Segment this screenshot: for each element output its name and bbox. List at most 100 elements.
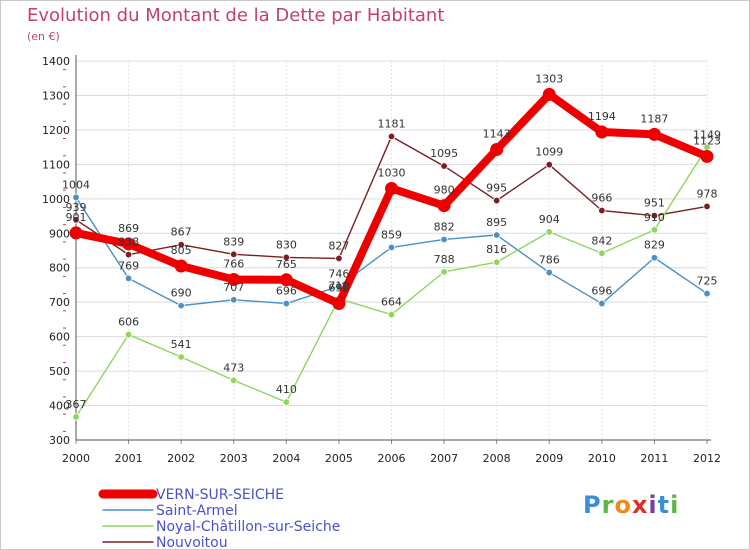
data-label-noyal-ch-tillon-sur-seiche: 910 [644,211,665,224]
data-point-noyal-ch-tillon-sur-seiche [598,249,606,257]
data-point-saint-armel [703,289,711,298]
logo-letter: o [614,491,632,519]
legend-label-saint-armel: Saint-Armel [156,503,238,519]
x-tick-label: 2008 [483,452,511,465]
data-label-nouvoitou: 839 [223,235,244,248]
data-label-vern-sur-seiche: 1187 [640,112,668,125]
data-label-nouvoitou: 978 [697,187,718,200]
data-label-saint-armel: 725 [697,275,718,288]
data-label-vern-sur-seiche: 1123 [693,134,721,147]
data-point-vern-sur-seiche [69,226,83,240]
data-point-vern-sur-seiche [490,143,504,157]
data-label-saint-armel: 786 [539,254,560,267]
logo-letter: P [583,491,602,519]
data-point-vern-sur-seiche [279,273,293,287]
data-label-saint-armel: 746 [328,267,349,280]
data-label-noyal-ch-tillon-sur-seiche: 664 [381,296,402,309]
data-point-nouvoitou [335,254,343,263]
data-point-vern-sur-seiche [542,87,556,101]
x-tick-label: 2002 [167,452,195,465]
data-label-nouvoitou: 951 [644,197,665,210]
data-label-saint-armel: 696 [591,285,612,298]
data-label-saint-armel: 690 [171,287,192,300]
data-label-nouvoitou: 1181 [378,117,406,130]
x-tick-label: 2000 [62,452,90,465]
x-tick-label: 2005 [325,452,353,465]
data-point-vern-sur-seiche [437,199,451,213]
data-point-nouvoitou [177,240,185,249]
data-point-saint-armel [282,299,291,308]
data-label-nouvoitou: 1099 [535,146,563,159]
x-tick-label: 2004 [272,452,300,465]
data-point-nouvoitou [282,253,291,262]
data-point-nouvoitou [545,161,553,169]
data-point-nouvoitou [492,196,501,205]
logo-letter: r [601,491,615,519]
y-tick-label: 1300 [42,89,70,102]
data-point-noyal-ch-tillon-sur-seiche [177,353,185,361]
y-tick-label: 600 [49,331,70,344]
y-tick-label: 800 [49,262,70,275]
logo-letter: i [648,491,658,519]
data-label-saint-armel: 882 [434,220,455,233]
data-point-saint-armel [440,235,448,244]
data-point-noyal-ch-tillon-sur-seiche [440,268,448,276]
data-label-noyal-ch-tillon-sur-seiche: 904 [539,213,560,226]
x-tick-label: 2009 [535,452,563,465]
data-point-vern-sur-seiche [332,297,346,311]
y-tick-label: 300 [49,434,70,447]
data-label-vern-sur-seiche: 805 [171,244,192,257]
data-label-nouvoitou: 827 [328,239,349,252]
y-tick-label: 900 [49,227,70,240]
legend: VERN-SUR-SEICHESaint-ArmelNoyal-Châtillo… [98,487,340,549]
data-point-nouvoitou [387,132,396,141]
y-tick-label: 500 [49,365,70,378]
data-point-noyal-ch-tillon-sur-seiche [545,228,553,236]
data-point-nouvoitou [230,250,238,258]
x-tick-label: 2001 [115,452,143,465]
data-label-vern-sur-seiche: 1194 [588,110,616,123]
x-tick-label: 2012 [693,452,721,465]
data-point-nouvoitou [650,212,659,220]
data-label-vern-sur-seiche: 1143 [483,128,511,141]
data-point-nouvoitou [124,250,133,259]
x-tick-label: 2003 [220,452,248,465]
legend-label-nouvoitou: Nouvoitou [156,535,228,549]
data-point-noyal-ch-tillon-sur-seiche [492,258,501,266]
data-point-nouvoitou [72,216,80,224]
data-point-nouvoitou [703,202,711,211]
data-label-noyal-ch-tillon-sur-seiche: 842 [591,234,612,247]
data-label-saint-armel: 895 [486,216,507,229]
y-tick-label: 1400 [42,55,70,68]
data-point-vern-sur-seiche [174,259,188,273]
data-label-vern-sur-seiche: 765 [276,258,297,271]
data-label-saint-armel: 696 [276,285,297,298]
data-label-vern-sur-seiche: 1030 [378,166,406,179]
data-label-noyal-ch-tillon-sur-seiche: 710 [328,280,349,293]
data-label-noyal-ch-tillon-sur-seiche: 788 [434,253,455,266]
y-tick-label: 1100 [42,158,70,171]
x-tick-label: 2011 [640,452,668,465]
data-label-vern-sur-seiche: 766 [223,257,244,270]
data-label-nouvoitou: 1095 [430,147,458,160]
data-label-vern-sur-seiche: 901 [66,211,87,224]
data-point-saint-armel [387,243,396,252]
data-point-saint-armel [545,268,553,277]
x-tick-label: 2007 [430,452,458,465]
data-label-nouvoitou: 830 [276,238,297,251]
data-label-nouvoitou: 995 [486,182,507,195]
y-tick-label: 700 [49,296,70,309]
series-layer [69,87,714,421]
data-point-noyal-ch-tillon-sur-seiche [230,376,238,385]
logo-letter: i [670,491,680,519]
data-label-vern-sur-seiche: 869 [118,222,139,235]
data-point-vern-sur-seiche [227,272,241,286]
data-label-nouvoitou: 867 [171,226,192,239]
data-label-vern-sur-seiche: 696 [328,282,349,295]
data-point-noyal-ch-tillon-sur-seiche [650,226,659,234]
logo-letter: t [657,491,671,519]
data-label-saint-armel: 1004 [62,178,90,191]
data-point-vern-sur-seiche [385,181,398,195]
